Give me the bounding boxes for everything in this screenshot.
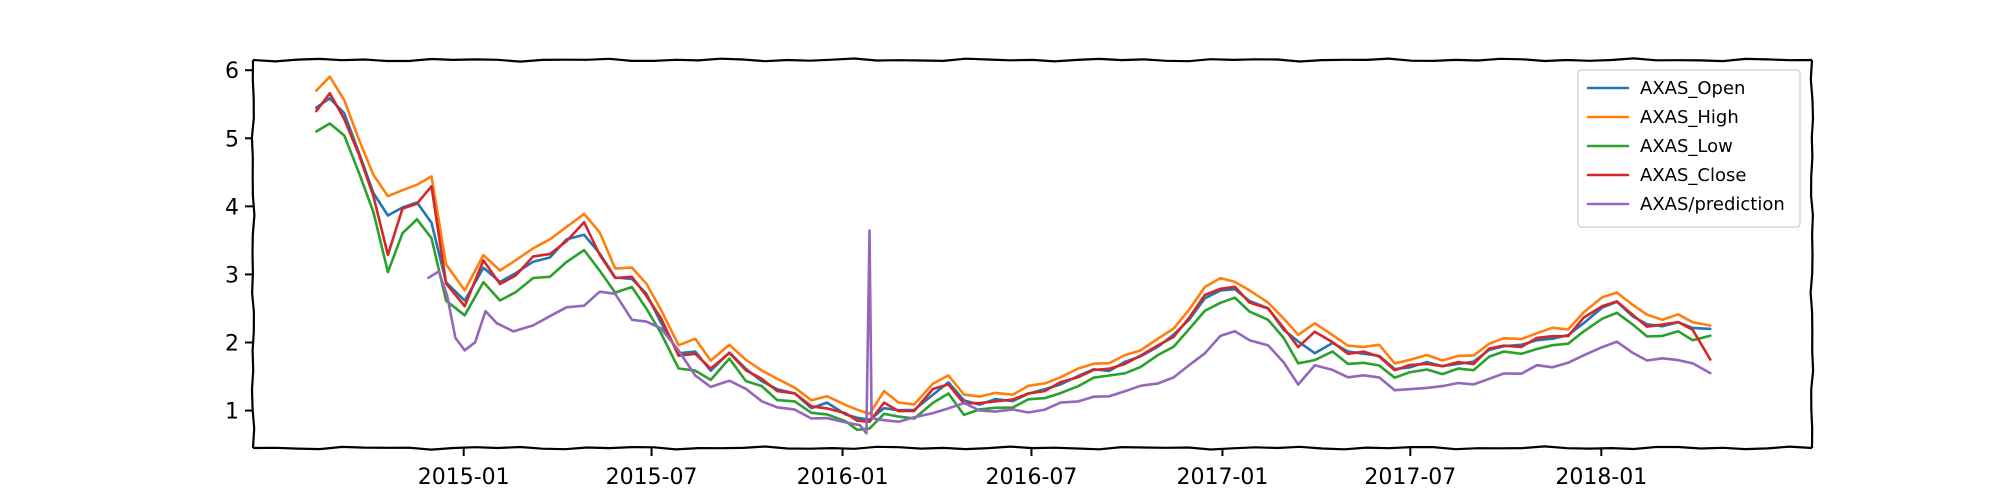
x-tick-label: 2017-01: [1176, 465, 1268, 490]
y-tick-label: 3: [225, 263, 239, 288]
series-line-axas-prediction: [427, 229, 1712, 435]
legend-label-axas-open: AXAS_Open: [1640, 78, 1745, 99]
legend-label-axas-low: AXAS_Low: [1640, 136, 1733, 157]
series-layer: [315, 75, 1712, 435]
x-tick-label: 2016-01: [797, 465, 889, 490]
x-tick-label: 2018-01: [1555, 465, 1647, 490]
legend-label-axas-high: AXAS_High: [1640, 107, 1739, 128]
x-tick-label: 2017-07: [1364, 465, 1456, 490]
y-tick-label: 1: [225, 400, 239, 425]
legend-label-axas-close: AXAS_Close: [1640, 165, 1746, 186]
legend-box: [1577, 69, 1801, 228]
x-tick-label: 2015-01: [418, 465, 510, 490]
y-tick-label: 4: [225, 195, 239, 220]
legend-entries: AXAS_Open AXAS_High AXAS_Low AXAS_Close AXAS…: [1586, 78, 1785, 215]
legend-label-axas-prediction: AXAS/prediction: [1640, 194, 1785, 215]
y-tick-label: 5: [225, 127, 239, 152]
series-line-axas-high: [315, 75, 1712, 416]
series-line-axas-open: [315, 97, 1712, 421]
series-line-axas-close: [315, 92, 1712, 424]
axes-frame: [250, 57, 1815, 451]
y-tick-label: 2: [225, 331, 239, 356]
ticks-layer: 2015-01 2015-07 2016-01 2016-07 2017-01 2017-…: [225, 59, 1647, 490]
y-tick-label: 6: [225, 59, 239, 84]
chart-legend: AXAS_Open AXAS_High AXAS_Low AXAS_Close AXAS…: [1577, 69, 1801, 228]
x-tick-label: 2015-07: [606, 465, 698, 490]
x-tick-label: 2016-07: [986, 465, 1078, 490]
series-line-axas-low: [315, 122, 1712, 432]
